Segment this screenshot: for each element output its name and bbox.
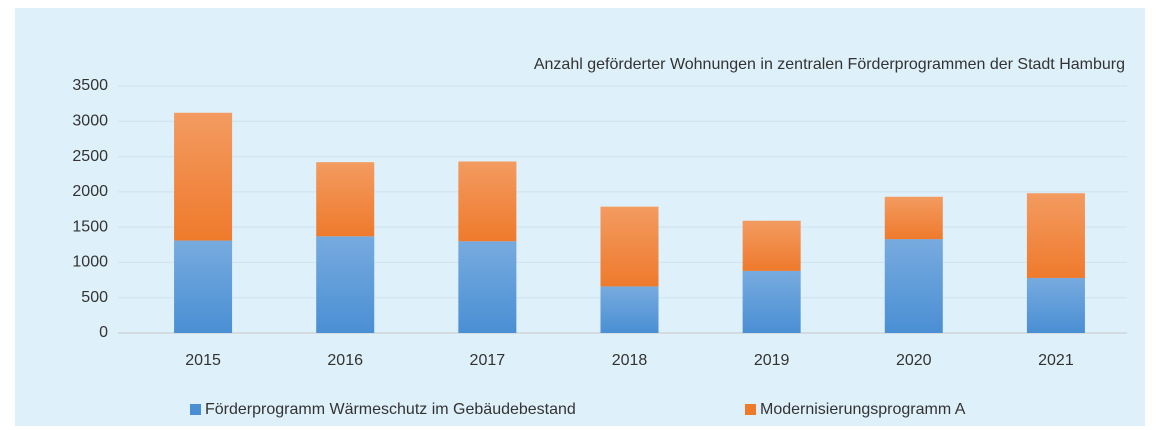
y-tick-label: 2500 bbox=[72, 148, 108, 165]
bar-shine bbox=[742, 220, 801, 271]
y-tick-label: 500 bbox=[81, 289, 108, 306]
legend-label: Förderprogramm Wärmeschutz im Gebäudebes… bbox=[205, 401, 576, 418]
bar-shine bbox=[742, 270, 801, 333]
y-tick-label: 0 bbox=[99, 324, 108, 341]
y-tick-label: 3000 bbox=[72, 113, 108, 130]
y-tick-label: 1000 bbox=[72, 254, 108, 271]
chart-title: Anzahl geförderter Wohnungen in zentrale… bbox=[534, 56, 1125, 73]
x-tick-label: 2015 bbox=[185, 352, 221, 369]
bar-shine bbox=[600, 206, 659, 287]
x-tick-label: 2018 bbox=[612, 352, 648, 369]
legend-label: Modernisierungsprogramm A bbox=[760, 401, 966, 418]
y-tick-label: 2000 bbox=[72, 183, 108, 200]
bar-shine bbox=[1026, 193, 1085, 278]
x-tick-label: 2019 bbox=[754, 352, 790, 369]
x-tick-label: 2016 bbox=[327, 352, 363, 369]
bar-shine bbox=[600, 286, 659, 333]
bar-shine bbox=[458, 241, 517, 333]
y-tick-label: 3500 bbox=[72, 77, 108, 94]
x-tick-label: 2020 bbox=[896, 352, 932, 369]
legend-swatch bbox=[190, 404, 201, 415]
x-tick-label: 2017 bbox=[470, 352, 506, 369]
bar-shine bbox=[316, 162, 375, 237]
y-tick-label: 1500 bbox=[72, 218, 108, 235]
bar-shine bbox=[174, 112, 233, 241]
x-tick-label: 2021 bbox=[1038, 352, 1074, 369]
bar-shine bbox=[884, 196, 943, 240]
legend-swatch bbox=[745, 404, 756, 415]
bar-shine bbox=[174, 240, 233, 333]
bar-shine bbox=[316, 236, 375, 333]
bar-shine bbox=[1026, 277, 1085, 333]
bar-shine bbox=[884, 239, 943, 333]
bar-shine bbox=[458, 161, 517, 242]
